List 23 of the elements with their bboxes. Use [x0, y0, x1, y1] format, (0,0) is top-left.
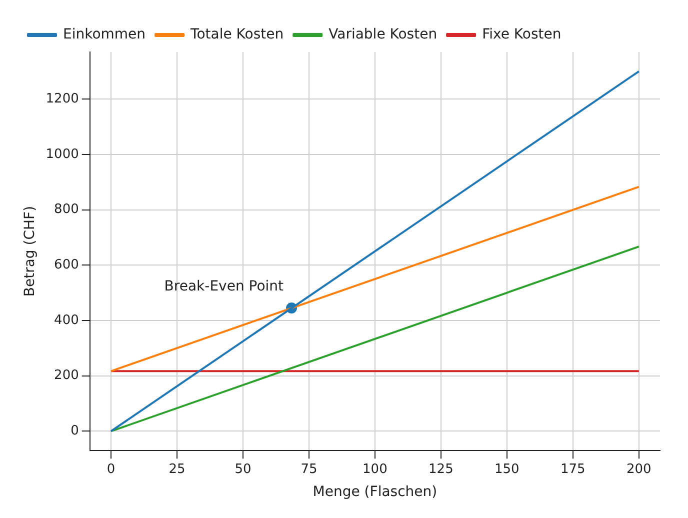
y-tick-label: 200: [54, 368, 79, 384]
x-tick-label: 125: [428, 462, 454, 477]
y-tick-label: 400: [54, 312, 79, 328]
x-tick-label: 25: [168, 462, 186, 477]
y-tick-label: 1000: [46, 146, 79, 162]
legend-label: Variable Kosten: [328, 26, 438, 43]
x-tick-label: 0: [106, 462, 116, 477]
x-tick-label: 75: [300, 462, 318, 477]
legend-label: Fixe Kosten: [482, 26, 562, 43]
y-tick-label: 600: [54, 258, 79, 273]
annotation: Break-Even Point: [164, 278, 284, 295]
x-tick-label: 50: [234, 462, 252, 477]
y-tick-label: 1200: [46, 91, 79, 106]
x-axis-title: Menge (Flaschen): [312, 484, 438, 500]
y-tick-label: 800: [54, 202, 79, 218]
legend-label: Einkommen: [63, 26, 146, 43]
x-tick-label: 100: [362, 462, 388, 477]
y-tick-label: 0: [70, 424, 79, 439]
x-tick-label: 200: [626, 462, 652, 477]
x-tick-label: 150: [494, 462, 520, 477]
x-tick-label: 175: [560, 462, 586, 477]
legend-label: Totale Kosten: [190, 26, 284, 43]
y-axis-title: Betrag (CHF): [22, 206, 38, 297]
